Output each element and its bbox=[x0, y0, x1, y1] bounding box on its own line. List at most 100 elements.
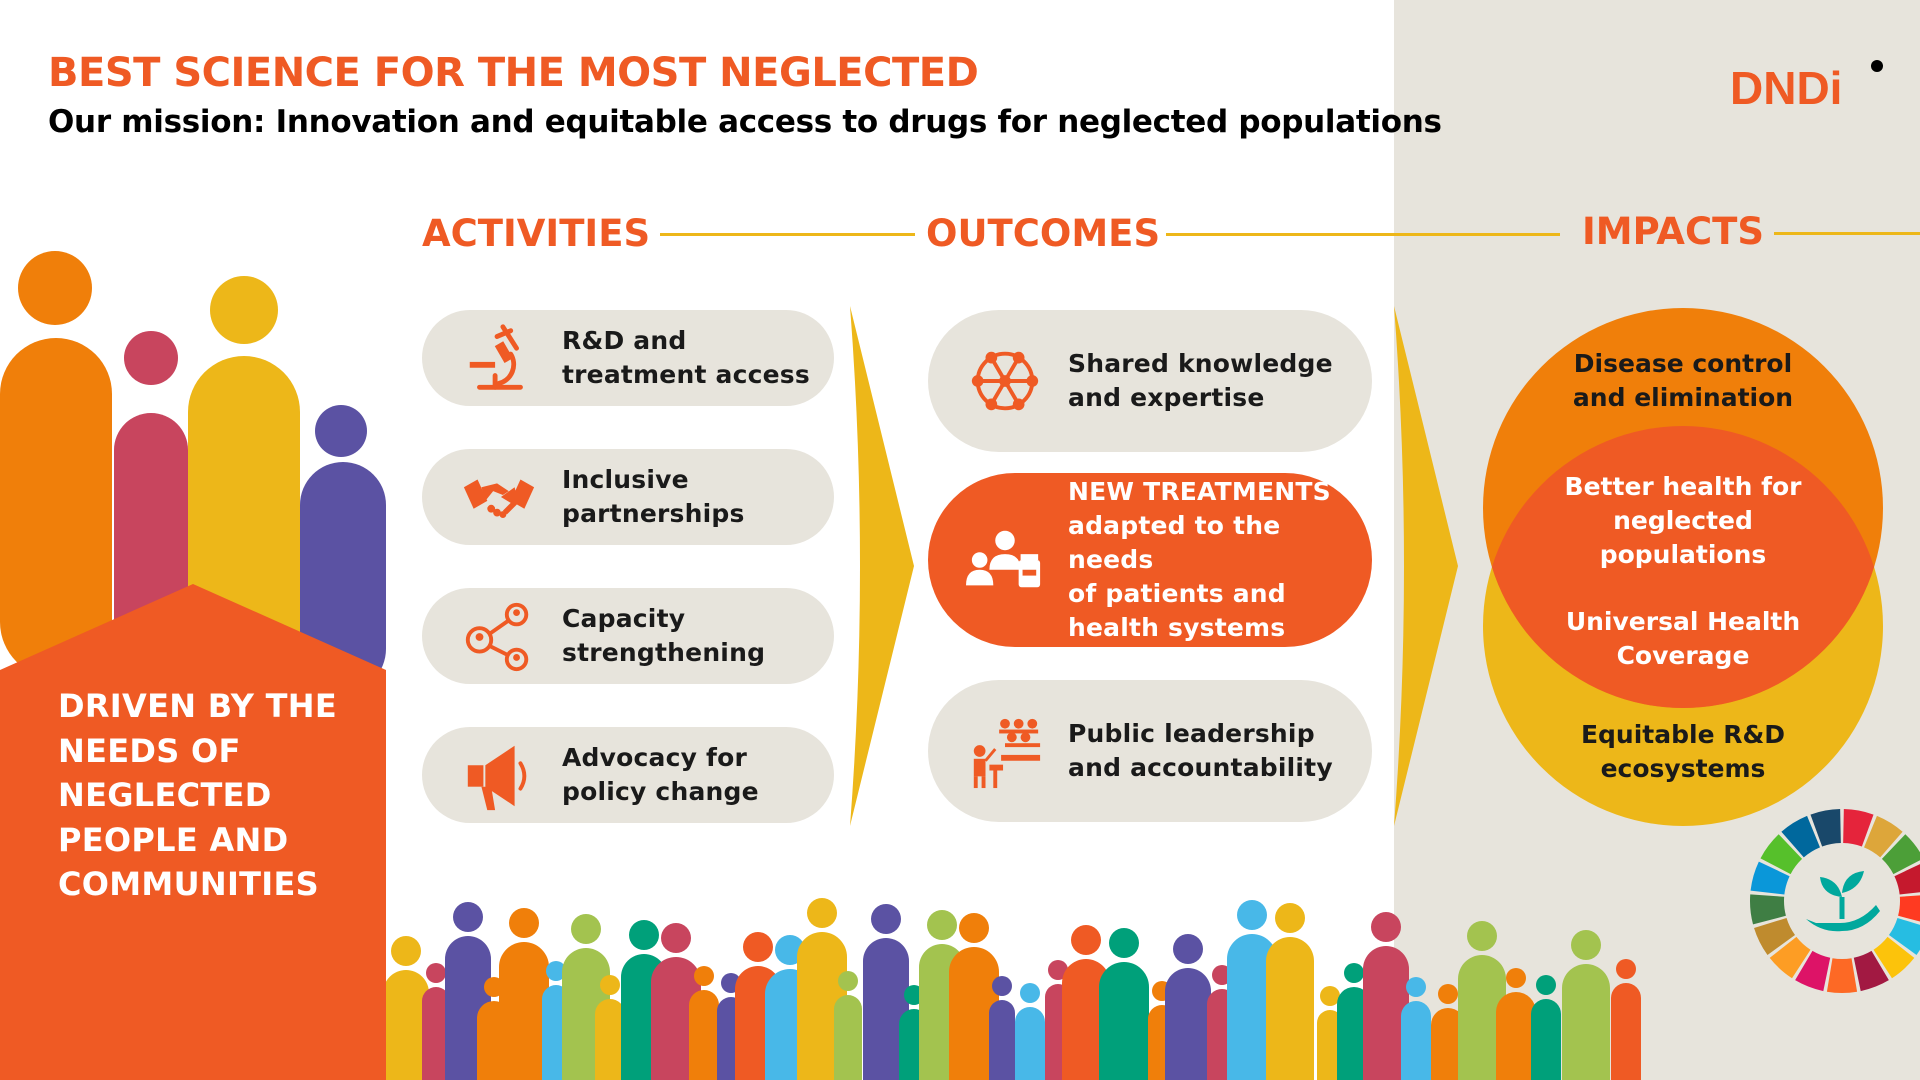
crowd-person bbox=[1266, 903, 1314, 1080]
sdg-wheel-segment bbox=[1769, 936, 1811, 979]
dndi-logo: DNDi bbox=[1730, 58, 1890, 118]
crowd-bottom bbox=[386, 898, 1641, 1080]
handshake-icon bbox=[463, 479, 535, 518]
sdg-wheel-segment bbox=[1750, 894, 1786, 925]
network-people-icon bbox=[465, 602, 529, 672]
impact-line: Equitable R&D bbox=[1580, 720, 1786, 749]
activity-advocacy-policy-change: Advocacy for policy change bbox=[422, 727, 834, 823]
outcome-line: and expertise bbox=[1068, 383, 1265, 412]
activity-capacity-strengthening: Capacity strengthening bbox=[422, 588, 834, 684]
activity-line1: R&D and bbox=[562, 326, 687, 355]
crowd-person bbox=[1165, 934, 1211, 1080]
sdg-wheel-segment bbox=[1881, 834, 1920, 875]
sdg-wheel-segment bbox=[1888, 917, 1920, 955]
crowd-person bbox=[949, 913, 999, 1080]
crowd-person bbox=[1611, 959, 1641, 1080]
activity-inclusive-partnerships: Inclusive partnerships bbox=[422, 449, 834, 545]
side-line: PEOPLE AND bbox=[58, 820, 289, 859]
impact-middle-2-text: Universal Health Coverage bbox=[1533, 605, 1833, 673]
crowd-person bbox=[1099, 928, 1149, 1080]
driven-by-needs-panel bbox=[0, 584, 386, 1080]
chevron-arrow-2 bbox=[1394, 306, 1458, 826]
sdg-wheel-segment bbox=[1894, 864, 1920, 895]
side-line: DRIVEN BY THE bbox=[58, 687, 337, 725]
sdg-wheel-segment bbox=[1843, 809, 1874, 847]
outcome-line: Shared knowledge bbox=[1068, 349, 1333, 378]
impact-line: populations bbox=[1599, 540, 1767, 569]
impact-line: Universal Health bbox=[1565, 607, 1801, 636]
people-cluster-left bbox=[0, 251, 386, 670]
impact-bottom-text: Equitable R&D ecosystems bbox=[1533, 718, 1833, 786]
sdg-wheel-segment bbox=[1826, 958, 1858, 993]
outcome-line: health systems bbox=[1068, 613, 1286, 642]
crowd-person bbox=[386, 936, 429, 1080]
side-line: NEGLECTED bbox=[58, 776, 272, 814]
side-panel-text: DRIVEN BY THE NEEDS OF NEGLECTED PEOPLE … bbox=[58, 684, 388, 907]
crowd-person bbox=[1227, 900, 1277, 1080]
outcome-line: adapted to the needs bbox=[1068, 511, 1281, 574]
flow-line-1 bbox=[660, 233, 915, 236]
outcome-public-leadership: Public leadership and accountability bbox=[928, 680, 1372, 822]
side-line: COMMUNITIES bbox=[58, 865, 319, 903]
outcome-shared-knowledge: Shared knowledge and expertise bbox=[928, 310, 1372, 452]
sdg-wheel-segment bbox=[1795, 950, 1831, 992]
activity-line1: Inclusive bbox=[562, 465, 689, 494]
logo-text: DNDi bbox=[1730, 62, 1842, 114]
crowd-person bbox=[1015, 983, 1045, 1080]
sdg-wheel-segment bbox=[1760, 834, 1803, 875]
outcome-line: and accountability bbox=[1068, 753, 1333, 782]
sdg-wheel-segment bbox=[1873, 936, 1915, 979]
patients-medicine-icon bbox=[966, 530, 1041, 588]
sdg-wheel-segment bbox=[1864, 815, 1903, 858]
impacts-heading: IMPACTS bbox=[1582, 210, 1764, 253]
activity-line2: treatment access bbox=[562, 360, 810, 389]
sdg-wheel-segment bbox=[1810, 809, 1841, 847]
activity-rd-treatment-access: R&D and treatment access bbox=[422, 310, 834, 406]
outcome-line: of patients and bbox=[1068, 579, 1286, 608]
sdg-wheel-icon bbox=[1750, 809, 1920, 993]
sdg-wheel-segment bbox=[1781, 815, 1820, 858]
impact-line: Coverage bbox=[1616, 641, 1750, 670]
chevron-arrow-1 bbox=[850, 306, 914, 826]
person-orange bbox=[0, 251, 112, 670]
crowd-person bbox=[1363, 912, 1409, 1080]
flow-line-3 bbox=[1774, 232, 1920, 235]
crowd-person bbox=[1458, 921, 1506, 1080]
sdg-wheel-segment bbox=[1754, 917, 1796, 955]
crowd-person bbox=[651, 923, 701, 1080]
activities-heading: ACTIVITIES bbox=[422, 212, 651, 255]
person-yellow bbox=[188, 276, 300, 670]
sdg-wheel-segment bbox=[1898, 895, 1920, 922]
molecule-network-icon bbox=[971, 351, 1039, 411]
crowd-person bbox=[1562, 930, 1610, 1080]
megaphone-icon bbox=[467, 745, 527, 811]
impact-middle-1-text: Better health for neglected populations bbox=[1533, 470, 1833, 572]
impact-line: ecosystems bbox=[1600, 754, 1766, 783]
person-purple bbox=[300, 405, 386, 670]
activity-line2: partnerships bbox=[562, 499, 745, 528]
crowd-person bbox=[1531, 975, 1561, 1080]
sdg-wheel-segment bbox=[1750, 861, 1790, 895]
crowd-person bbox=[1496, 968, 1536, 1080]
logo-dot bbox=[1871, 60, 1883, 72]
outcome-line: NEW TREATMENTS bbox=[1068, 477, 1331, 506]
impact-line: Disease control bbox=[1573, 349, 1793, 378]
crowd-person bbox=[1317, 986, 1343, 1080]
microscope-icon bbox=[469, 324, 523, 390]
impacts-venn-diagram bbox=[1483, 308, 1883, 826]
page-title: BEST SCIENCE FOR THE MOST NEGLECTED bbox=[48, 50, 979, 96]
activity-line1: Capacity bbox=[562, 604, 686, 633]
flow-line-2 bbox=[1166, 233, 1560, 236]
activity-line1: Advocacy for bbox=[562, 743, 748, 772]
impact-line: Better health for bbox=[1564, 472, 1802, 501]
impact-circle-overlap bbox=[1483, 426, 1883, 708]
crowd-person bbox=[499, 908, 549, 1080]
page-subtitle: Our mission: Innovation and equitable ac… bbox=[48, 104, 1442, 140]
crowd-person bbox=[1431, 984, 1465, 1080]
outcome-new-treatments: NEW TREATMENTS adapted to the needs of p… bbox=[928, 473, 1372, 647]
crowd-person bbox=[1337, 963, 1371, 1080]
impact-top-text: Disease control and elimination bbox=[1533, 347, 1833, 415]
crowd-person bbox=[689, 966, 719, 1080]
impact-line: and elimination bbox=[1572, 383, 1794, 412]
activity-line2: policy change bbox=[562, 777, 759, 806]
